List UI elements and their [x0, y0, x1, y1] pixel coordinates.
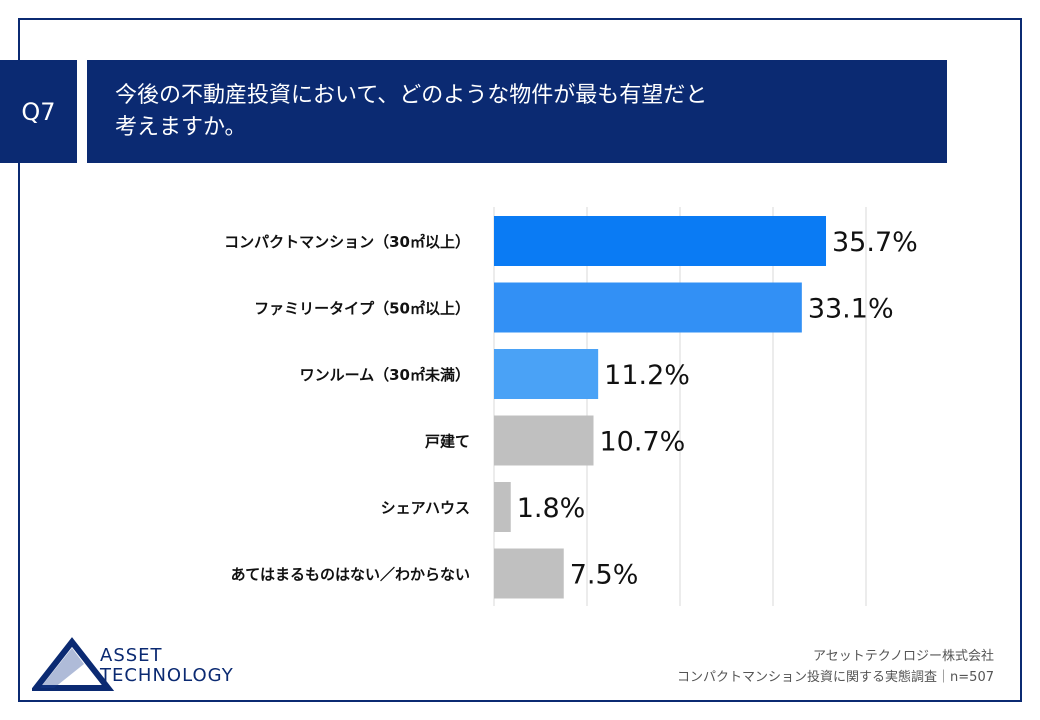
logo-text: ASSET TECHNOLOGY [100, 646, 234, 686]
logo-triangle [32, 637, 115, 691]
category-label: シェアハウス [381, 499, 470, 517]
question-number: Q7 [0, 60, 77, 163]
value-label: 11.2% [604, 360, 690, 391]
footer-survey: コンパクトマンション投資に関する実態調査｜n=507 [677, 670, 994, 685]
bar [494, 482, 511, 532]
category-label: 戸建て [425, 433, 470, 451]
question-title-line2: 考えますか。 [115, 115, 247, 140]
question-title-line1: 今後の不動産投資において、どのような物件が最も有望だと [115, 83, 708, 108]
logo-triangle-shade [40, 648, 84, 688]
asset-technology-logo [32, 637, 115, 691]
value-label: 7.5% [570, 560, 639, 591]
bar [494, 349, 599, 399]
value-label: 10.7% [600, 427, 686, 458]
value-label: 35.7% [832, 227, 918, 258]
logo-line2: TECHNOLOGY [100, 665, 234, 686]
bar [494, 548, 564, 599]
footer-company: アセットテクノロジー株式会社 [813, 649, 994, 664]
bar [494, 216, 827, 266]
logo-line1: ASSET [100, 645, 163, 666]
bar [494, 282, 802, 333]
footer-credit: アセットテクノロジー株式会社 コンパクトマンション投資に関する実態調査｜n=50… [677, 646, 994, 688]
category-label: あてはまるものはない／わからない [231, 566, 470, 584]
category-label: ワンルーム（30㎡未満） [300, 366, 470, 384]
chart-frame [18, 18, 1022, 702]
value-label: 33.1% [808, 294, 894, 325]
bar [494, 415, 594, 466]
category-label: ファミリータイプ（50㎡以上） [254, 300, 470, 318]
category-label: コンパクトマンション（30㎡以上） [224, 233, 470, 251]
question-title: 今後の不動産投資において、どのような物件が最も有望だと 考えますか。 [87, 60, 947, 163]
value-label: 1.8% [517, 493, 586, 524]
